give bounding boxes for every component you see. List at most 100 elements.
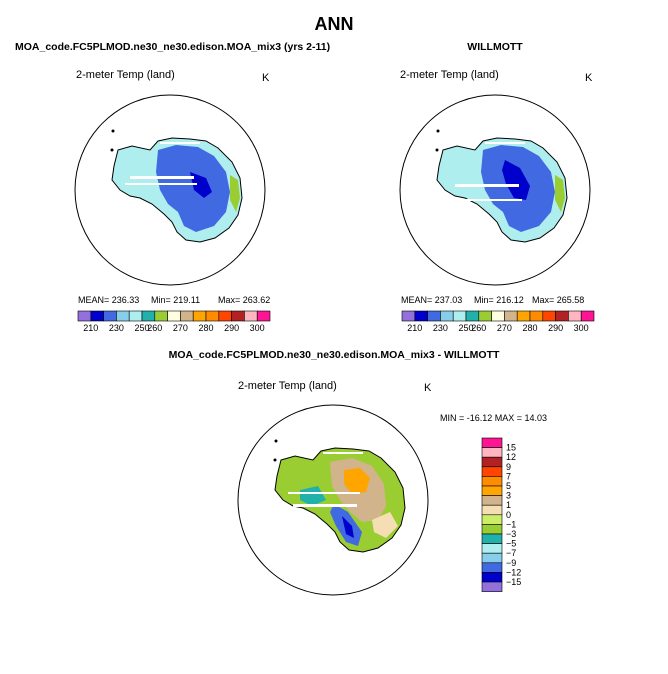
model-colorbar-swatch	[244, 310, 258, 322]
model-variable-label: 2-meter Temp (land)	[76, 69, 175, 81]
obs-colorbar-tick-label: 250	[458, 323, 473, 333]
diff-colorbar-tick-label: 5	[506, 481, 511, 491]
diff-colorbar-swatch	[481, 437, 503, 448]
model-island	[110, 148, 114, 152]
diff-neutral-region	[372, 512, 398, 538]
model-colorbar-swatch	[218, 310, 232, 322]
model-colorbar-swatch	[167, 310, 181, 322]
model-coldest-core	[190, 172, 212, 198]
diff-colorbar-swatch	[481, 447, 503, 458]
obs-colorbar-swatch	[440, 310, 454, 322]
diff-grid-line	[323, 452, 363, 454]
diff-colorbar-swatch	[481, 572, 503, 583]
obs-colorbar-swatch	[491, 310, 505, 322]
diff-colorbar-tick-label: −7	[506, 548, 516, 558]
diff-map	[273, 439, 406, 553]
model-colorbar-swatch	[192, 310, 207, 322]
obs-units-label: K	[585, 72, 593, 84]
obs-colorbar-tick-label: 230	[433, 323, 448, 333]
diff-grid-line	[288, 492, 360, 494]
model-colorbar-swatch	[116, 310, 130, 322]
model-mean-label: MEAN= 236.33	[78, 295, 139, 305]
model-grid-line	[125, 183, 197, 185]
diff-slight-cold-region	[300, 486, 326, 506]
model-map	[110, 129, 243, 243]
diff-island	[274, 439, 278, 443]
obs-colorbar-swatch	[465, 310, 480, 322]
diff-colorbar-tick-label: −12	[506, 567, 521, 577]
obs-island	[436, 129, 440, 133]
diff-colorbar-tick-label: 1	[506, 500, 511, 510]
diff-colorbar-tick-label: 7	[506, 471, 511, 481]
diff-colorbar-swatch	[481, 514, 503, 525]
diff-colorbar-swatch	[481, 456, 503, 468]
obs-colorbar-tick-label: 300	[574, 323, 589, 333]
obs-colorbar-swatch	[427, 310, 441, 322]
model-colorbar-tick-label: 300	[250, 323, 265, 333]
obs-colorbar-swatch	[529, 310, 544, 322]
obs-colorbar-tick-label: 260	[471, 323, 486, 333]
diff-colorbar-tick-label: −9	[506, 558, 516, 568]
diff-colorbar-swatch	[481, 533, 503, 544]
obs-colorbar-swatch	[580, 310, 595, 322]
obs-max-label: Max= 265.58	[532, 295, 584, 305]
diff-colorbar-swatch	[481, 476, 503, 487]
diff-colorbar-tick-label: −15	[506, 577, 521, 587]
model-colorbar-tick-label: 280	[198, 323, 213, 333]
model-colorbar-tick-label: 290	[224, 323, 239, 333]
obs-panel: 2-meter Temp (land) K MEAN= 237.03 Min= …	[399, 69, 595, 333]
model-colorbar-swatch	[231, 310, 245, 322]
model-units-label: K	[262, 72, 270, 84]
obs-colorbar-tick-label: 290	[548, 323, 563, 333]
obs-grid-line	[485, 142, 525, 144]
diff-colorbar-swatch	[481, 485, 503, 496]
diff-colorbar-swatch	[481, 562, 503, 573]
obs-coastal-warm	[555, 175, 565, 212]
diff-colorbar-tick-label: 15	[506, 443, 516, 453]
model-colorbar-tick-label: 210	[83, 323, 98, 333]
diff-variable-label: 2-meter Temp (land)	[238, 380, 337, 392]
model-panel-title: MOA_code.FC5PLMOD.ne30_ne30.edison.MOA_m…	[15, 41, 330, 53]
obs-coldest-core	[502, 160, 530, 200]
model-colorbar-swatch	[205, 310, 220, 322]
model-colorbar-swatch	[128, 310, 143, 322]
obs-colorbar-swatch	[542, 310, 556, 322]
model-colorbar-swatch	[154, 310, 168, 322]
diff-grid-line	[293, 504, 357, 507]
diff-colorbar-tick-label: 12	[506, 452, 516, 462]
diff-minmax-label: MIN = -16.12 MAX = 14.03	[440, 413, 547, 423]
obs-colorbar-swatch	[478, 310, 492, 322]
model-colorbar-swatch	[90, 310, 104, 322]
model-colorbar-swatch	[103, 310, 117, 322]
diff-colorbar-tick-label: −5	[506, 539, 516, 549]
obs-grid-line	[455, 184, 519, 187]
obs-colorbar-tick-label: 210	[407, 323, 422, 333]
model-colorbar-tick-label: 230	[109, 323, 124, 333]
model-colorbar-swatch	[77, 310, 92, 322]
diff-units-label: K	[424, 382, 432, 394]
model-cold-plateau	[156, 145, 230, 232]
diff-strong-cold-bias	[342, 516, 354, 538]
obs-island	[435, 148, 439, 152]
model-grid-line	[160, 142, 200, 144]
obs-colorbar-swatch	[555, 310, 569, 322]
diff-colorbar-tick-label: −1	[506, 519, 516, 529]
model-panel: 2-meter Temp (land) K MEAN= 236.33 Min= …	[74, 69, 271, 333]
model-coastal-warm	[230, 175, 240, 212]
obs-colorbar-swatch	[504, 310, 518, 322]
diff-panel: 2-meter Temp (land) K MIN = -16.12 MAX =…	[237, 380, 547, 596]
obs-colorbar-tick-label: 280	[522, 323, 537, 333]
diff-colorbar-swatch	[481, 552, 503, 564]
obs-colorbar-swatch	[452, 310, 467, 322]
diff-colorbar-tick-label: 3	[506, 491, 511, 501]
diff-strong-warm-bias	[344, 468, 370, 494]
diff-colorbar-swatch	[481, 543, 503, 554]
diff-colorbar-tick-label: 0	[506, 510, 511, 520]
diff-island	[273, 458, 277, 462]
obs-colorbar-swatch	[568, 310, 582, 322]
diff-colorbar-swatch	[481, 466, 503, 477]
obs-variable-label: 2-meter Temp (land)	[400, 69, 499, 81]
